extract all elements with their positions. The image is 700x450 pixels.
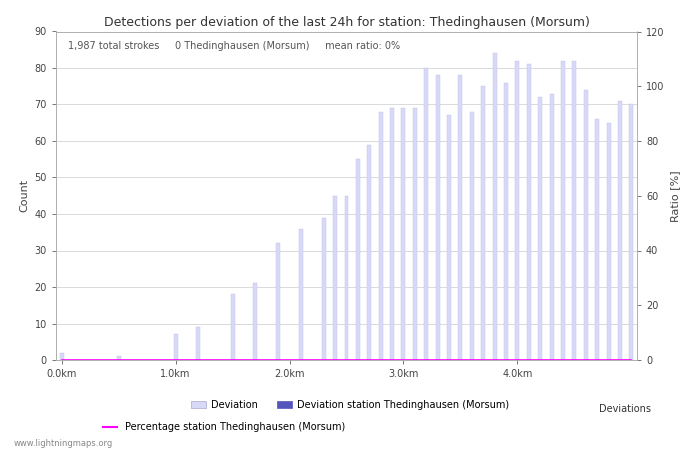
Bar (368, 144, 371, 360)
Legend: Deviation, Deviation station Thedinghausen (Morsum): Deviation, Deviation station Thedinghaus… (188, 396, 512, 414)
Bar (344, 196, 349, 360)
Bar (584, 90, 588, 360)
Text: www.lightningmaps.org: www.lightningmaps.org (14, 439, 113, 448)
Bar (561, 61, 565, 360)
Bar (573, 61, 576, 360)
Bar (60, 353, 64, 360)
Bar (515, 61, 519, 360)
Bar (333, 196, 337, 360)
Bar (413, 108, 416, 360)
Bar (481, 86, 485, 360)
Bar (379, 112, 383, 360)
Bar (550, 94, 554, 360)
Bar (435, 75, 440, 360)
Bar (299, 229, 303, 360)
Bar (629, 104, 634, 360)
Bar (356, 159, 360, 360)
Bar (174, 334, 178, 360)
Bar (390, 108, 394, 360)
Bar (618, 101, 622, 360)
Bar (447, 116, 451, 360)
Bar (424, 68, 428, 360)
Bar (230, 294, 235, 360)
Title: Detections per deviation of the last 24h for station: Thedinghausen (Morsum): Detections per deviation of the last 24h… (104, 16, 589, 29)
Bar (458, 75, 463, 360)
Bar (322, 218, 326, 360)
Text: 1,987 total strokes     0 Thedinghausen (Morsum)     mean ratio: 0%: 1,987 total strokes 0 Thedinghausen (Mor… (68, 41, 400, 51)
Bar (606, 123, 610, 360)
Text: Deviations: Deviations (599, 405, 651, 414)
Bar (527, 64, 531, 360)
Bar (595, 119, 599, 360)
Y-axis label: Count: Count (19, 179, 29, 212)
Bar (276, 243, 280, 360)
Bar (197, 327, 200, 360)
Y-axis label: Ratio [%]: Ratio [%] (670, 170, 680, 221)
Bar (253, 284, 258, 360)
Bar (117, 356, 120, 360)
Bar (504, 83, 508, 360)
Bar (538, 97, 543, 360)
Bar (402, 108, 405, 360)
Bar (493, 54, 496, 360)
Bar (470, 112, 474, 360)
Legend: Percentage station Thedinghausen (Morsum): Percentage station Thedinghausen (Morsum… (99, 418, 349, 436)
